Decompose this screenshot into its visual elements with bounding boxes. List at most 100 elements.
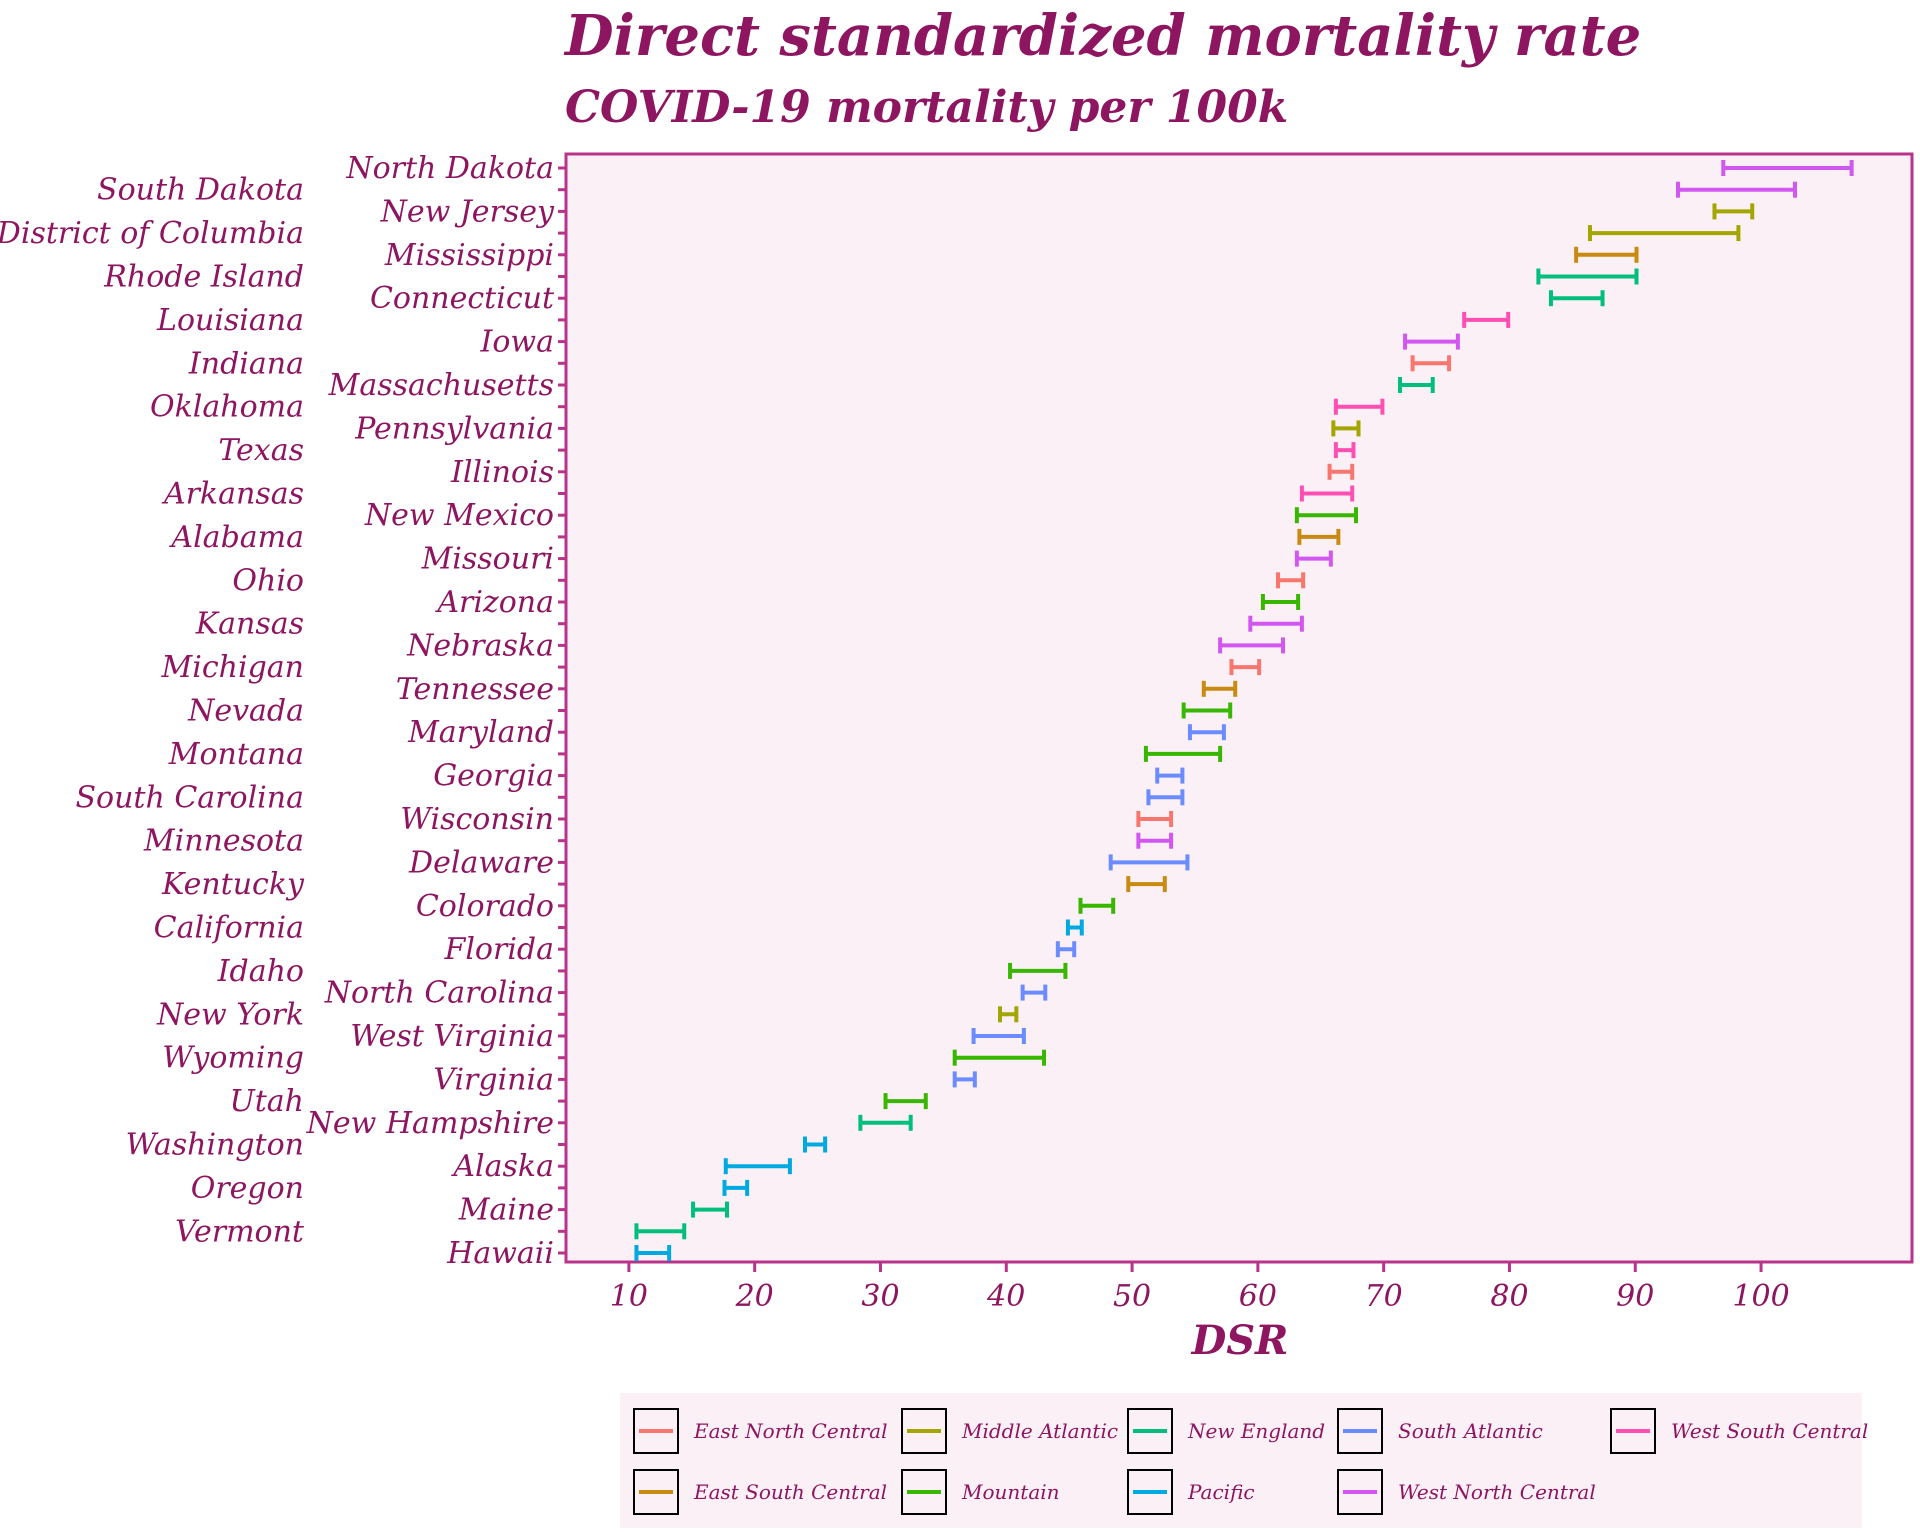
y-tick-label: Florida [444, 932, 555, 967]
error-bar [997, 1006, 1019, 1023]
y-tick-label: Alaska [450, 1149, 554, 1184]
legend-label: East North Central [693, 1419, 888, 1443]
error-bar [1155, 767, 1185, 784]
y-tick-label: South Dakota [97, 173, 304, 208]
y-tick-label: Michigan [161, 650, 304, 685]
error-bar [1020, 984, 1048, 1001]
error-bar [1574, 246, 1639, 263]
x-axis: 10 20 30 40 50 60 70 80 90 100 [610, 1262, 1790, 1314]
x-tick-label: 10 [610, 1279, 648, 1314]
y-tick-label: Tennessee [396, 672, 554, 707]
y-tick-label: Mississippi [384, 238, 554, 273]
error-bar [1410, 355, 1452, 372]
error-bar [1126, 876, 1167, 893]
legend-items: East North Central Middle Atlantic New Eng… [633, 1408, 1868, 1515]
error-bar [803, 1136, 828, 1153]
y-tick-label: Arkansas [161, 477, 304, 512]
error-bar [1294, 550, 1333, 567]
y-tick-label: Nevada [187, 694, 304, 729]
error-bar [1676, 181, 1798, 198]
y-tick-label: Maine [458, 1193, 554, 1228]
y-tick-label: Illinois [450, 455, 554, 490]
y-tick-label: West Virginia [350, 1019, 554, 1054]
error-bar [1403, 333, 1460, 350]
y-tick-label: Kentucky [161, 867, 305, 902]
legend-item: West South Central [1610, 1408, 1868, 1454]
x-tick-label: 40 [986, 1279, 1025, 1314]
error-bar [1462, 311, 1511, 328]
y-tick-label: California [154, 911, 304, 946]
error-bar [634, 1223, 687, 1240]
legend-label: South Atlantic [1398, 1419, 1543, 1443]
legend-label: West South Central [1671, 1419, 1868, 1443]
y-tick-label: Missouri [421, 542, 554, 577]
chart-subtitle: COVID-19 mortality per 100k [565, 82, 1288, 133]
error-bars [634, 160, 1854, 1261]
error-bar [883, 1093, 928, 1110]
y-tick-label: Montana [168, 737, 304, 772]
x-axis-label: DSR [1191, 1317, 1289, 1364]
error-bar [1218, 637, 1286, 654]
x-tick-label: 100 [1732, 1279, 1789, 1314]
error-bar [1078, 897, 1116, 914]
y-tick-label: New Hampshire [306, 1106, 554, 1141]
error-bar [1275, 572, 1306, 589]
error-bar [691, 1201, 730, 1218]
error-bar [1136, 811, 1174, 827]
error-bar [1143, 745, 1223, 762]
error-bar [1712, 203, 1755, 220]
legend-label: Mountain [961, 1480, 1060, 1504]
y-tick-label: Idaho [217, 954, 304, 989]
error-bar [858, 1114, 913, 1131]
y-tick-label: Wyoming [162, 1041, 304, 1076]
y-tick-label: Ohio [232, 563, 304, 598]
y-tick-label: Massachusetts [328, 368, 554, 403]
x-tick-label: 70 [1365, 1279, 1403, 1314]
y-tick-label: Vermont [175, 1214, 305, 1249]
y-tick-label: New Mexico [364, 498, 554, 533]
error-bar [1294, 507, 1358, 524]
y-tick-label: North Carolina [324, 976, 554, 1011]
y-tick-label: Wisconsin [400, 802, 554, 837]
error-bar [1536, 268, 1639, 285]
y-tick-label: Utah [229, 1084, 304, 1119]
y-tick-label: Georgia [433, 759, 554, 794]
error-bar [971, 1028, 1026, 1044]
y-tick-label: South Carolina [76, 780, 305, 815]
y-tick-label: Louisiana [156, 303, 304, 338]
x-tick-label: 50 [1113, 1279, 1151, 1314]
error-bar [1008, 962, 1068, 979]
error-bar [1201, 680, 1238, 697]
plot-panel [564, 152, 1914, 1264]
x-tick-label: 80 [1490, 1279, 1528, 1314]
error-bar [1108, 854, 1190, 871]
y-tick-label: Texas [218, 433, 304, 468]
error-bar [1065, 919, 1084, 936]
y-tick-label: Arizona [434, 585, 554, 620]
y-tick-label: Alabama [168, 520, 304, 555]
error-bar [1333, 442, 1356, 459]
y-tick-label: North Dakota [345, 151, 554, 186]
y-tick-label: Oregon [191, 1171, 304, 1206]
error-bar [1587, 225, 1741, 242]
y-tick-label: Iowa [480, 325, 554, 360]
y-tick-label: Oklahoma [150, 390, 304, 425]
legend-item: New England [1127, 1408, 1325, 1454]
y-tick-label: Connecticut [370, 281, 555, 316]
error-bar [634, 1245, 672, 1261]
legend-label: New England [1187, 1419, 1325, 1443]
error-bar [1297, 528, 1341, 545]
y-tick-label: Minnesota [143, 824, 304, 859]
y-tick-label: Delaware [408, 845, 554, 880]
error-bar [722, 1179, 750, 1196]
legend-item: Pacific [1127, 1469, 1255, 1515]
y-tick-label: Kansas [195, 607, 304, 642]
x-tick-label: 90 [1616, 1279, 1654, 1314]
y-tick-label: Pennsylvania [354, 411, 554, 446]
error-bar [723, 1158, 792, 1175]
error-bar [1260, 594, 1301, 610]
legend-label: Middle Atlantic [961, 1419, 1118, 1443]
legend-label: Pacific [1187, 1480, 1255, 1504]
error-bar [1327, 463, 1355, 480]
